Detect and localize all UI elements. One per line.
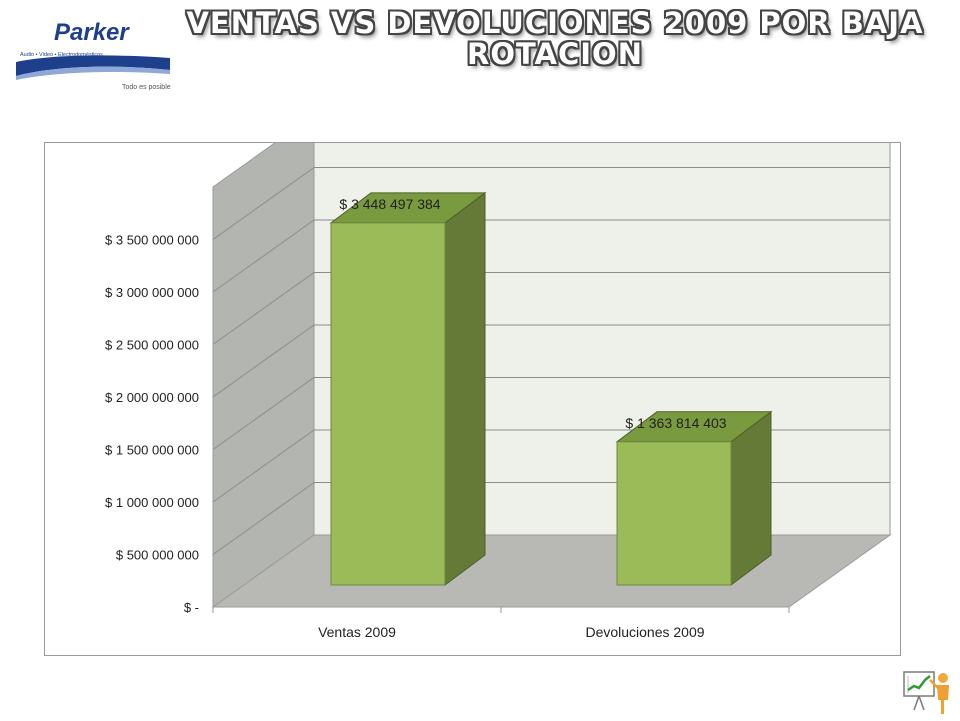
y-tick-label: $ - (184, 600, 199, 615)
chart-floor (211, 534, 892, 608)
logo-tagline: Audio • Video • Electrodomésticos (20, 52, 103, 58)
parker-logo-icon: Parker Audio • Video • Electrodomésticos… (14, 14, 174, 94)
y-tick-label: $ 500 000 000 (116, 548, 199, 563)
slide-title-line1: VENTAS VS DEVOLUCIONES 2009 POR BAJA (186, 6, 924, 40)
logo-slogan: Todo es posible (122, 84, 171, 91)
slide-title-line2: ROTACION (467, 37, 643, 71)
gridline-side (212, 272, 315, 345)
bar (616, 441, 732, 586)
y-tick-label: $ 1 500 000 000 (105, 443, 199, 458)
presenter-chart-icon (902, 666, 954, 716)
y-tick-label: $ 2 500 000 000 (105, 338, 199, 353)
y-tick-label: $ 3 000 000 000 (105, 285, 199, 300)
gridline-side (212, 219, 315, 293)
y-tick-label: $ 3 500 000 000 (105, 233, 199, 248)
bar-side (444, 191, 486, 586)
x-category-label: Ventas 2009 (318, 624, 396, 640)
bar-chart: $ - $ 500 000 000 $ 1 000 000 000 $ 1 500 0… (105, 114, 892, 640)
gridline-side (212, 324, 315, 398)
y-tick-label: $ 1 000 000 000 (105, 495, 199, 510)
data-label: $ 1 363 814 403 (625, 415, 726, 431)
chart-frame: $ - $ 500 000 000 $ 1 000 000 000 $ 1 500 0… (44, 114, 901, 656)
bar (330, 222, 446, 586)
logo-brand: Parker (54, 19, 130, 46)
slide-title: VENTAS VS DEVOLUCIONES 2009 POR BAJA ROT… (180, 8, 930, 70)
gridline-side (212, 167, 315, 240)
gridline-side (212, 377, 315, 450)
x-category-label: Devoluciones 2009 (585, 624, 704, 640)
y-tick-label: $ 2 000 000 000 (105, 390, 199, 405)
gridline-side (212, 429, 315, 503)
side-wall (212, 114, 315, 608)
parker-logo: Parker Audio • Video • Electrodomésticos… (14, 14, 174, 94)
data-label: $ 3 448 497 384 (339, 196, 440, 212)
gridline-side (212, 482, 315, 555)
